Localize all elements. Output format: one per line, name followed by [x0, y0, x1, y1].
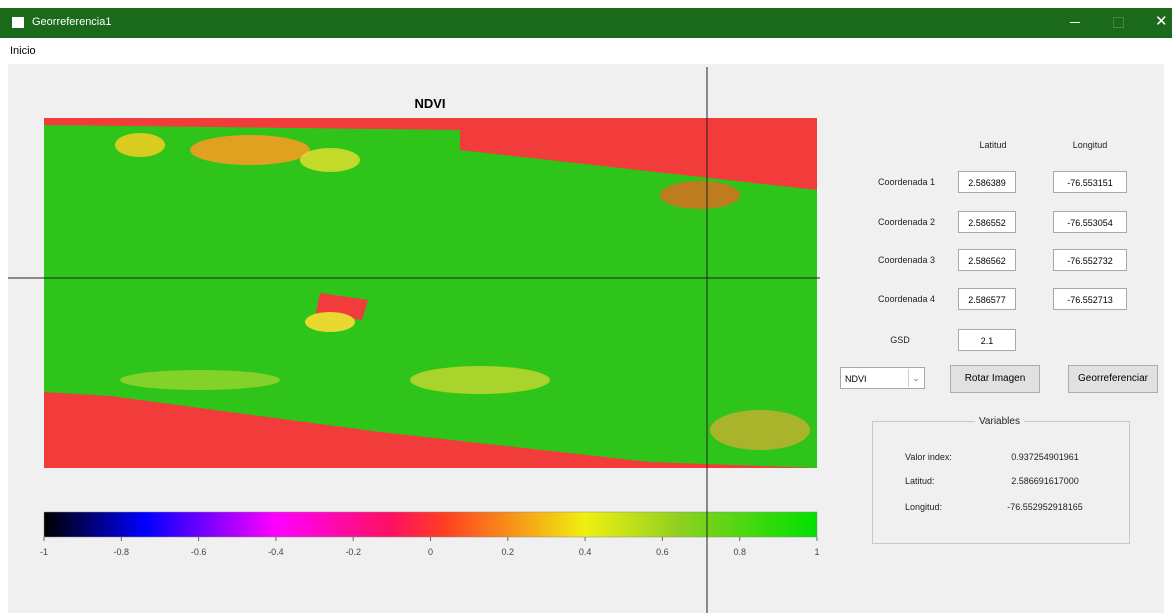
longitude-input[interactable]: -76.553151	[1053, 171, 1127, 193]
latitude-input[interactable]: 2.586577	[958, 288, 1016, 310]
group-title: Variables	[975, 416, 1024, 427]
plot-title: NDVI	[414, 96, 445, 111]
colorbar-tick-label: -0.4	[268, 547, 284, 557]
colorbar-tick-label: 0.6	[656, 547, 669, 557]
variable-value: 0.937254901961	[990, 452, 1100, 462]
longitude-input[interactable]: -76.553054	[1053, 211, 1127, 233]
coordinate-label: Coordenada 2	[840, 217, 935, 227]
colorbar-tick-label: 1	[814, 547, 819, 557]
latitude-input[interactable]: 2.586389	[958, 171, 1016, 193]
colorbar-tick-label: -1	[40, 547, 48, 557]
colorbar-tick-label: -0.6	[191, 547, 207, 557]
gsd-input[interactable]: 2.1	[958, 329, 1016, 351]
georeference-button[interactable]: Georreferenciar	[1068, 365, 1158, 393]
colorbar-tick-label: -0.2	[345, 547, 361, 557]
rotate-button[interactable]: Rotar Imagen	[950, 365, 1040, 393]
column-header: Longitud	[1053, 140, 1127, 150]
column-header: Latitud	[958, 140, 1028, 150]
longitude-input[interactable]: -76.552732	[1053, 249, 1127, 271]
latitude-input[interactable]: 2.586562	[958, 249, 1016, 271]
colorbar	[44, 512, 817, 537]
colorbar-tick-label: 0.4	[579, 547, 592, 557]
colorbar-tick-label: 0.8	[733, 547, 746, 557]
colorbar-tick-label: 0	[428, 547, 433, 557]
variable-label: Latitud:	[905, 476, 935, 486]
colorbar-tick-label: 0.2	[502, 547, 515, 557]
variable-value: -76.552952918165	[990, 502, 1100, 512]
coordinate-label: Coordenada 1	[840, 177, 935, 187]
variable-value: 2.586691617000	[990, 476, 1100, 486]
gsd-label: GSD	[880, 335, 920, 345]
coordinate-label: Coordenada 4	[840, 294, 935, 304]
colorbar-tick-label: -0.8	[114, 547, 130, 557]
variable-label: Valor index:	[905, 452, 952, 462]
coordinate-label: Coordenada 3	[840, 255, 935, 265]
dropdown-arrow[interactable]: ⌄	[908, 369, 923, 387]
page: Georreferencia1 ✕ Inicio NDVI -1-0.8-0.6…	[0, 0, 1172, 613]
ndvi-image	[44, 118, 817, 468]
longitude-input[interactable]: -76.552713	[1053, 288, 1127, 310]
latitude-input[interactable]: 2.586552	[958, 211, 1016, 233]
variable-label: Longitud:	[905, 502, 942, 512]
